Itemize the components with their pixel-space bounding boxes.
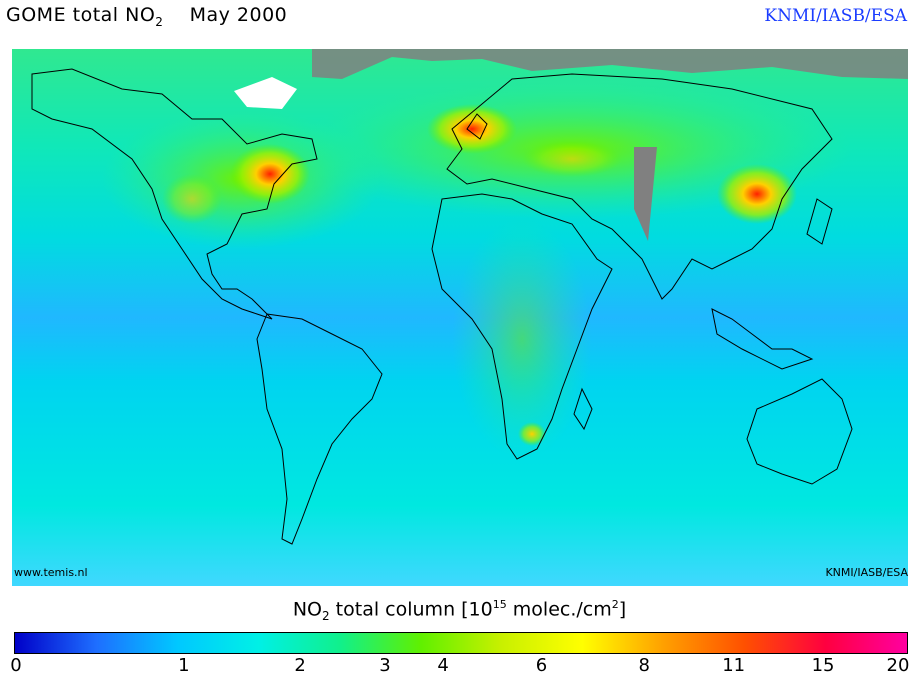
legend-title-exp2: 2 (611, 598, 619, 611)
title-prefix: GOME total NO (6, 4, 156, 26)
hotspot-east-china (717, 164, 797, 224)
africa-field (452, 219, 592, 459)
color-scale-tick-label: 4 (437, 655, 449, 676)
coastlines (31, 68, 853, 545)
no-data-white (234, 77, 297, 109)
hotspot-south-africa (518, 422, 546, 446)
no-data-north (12, 49, 908, 79)
title-date: May 2000 (189, 4, 288, 26)
color-scale-bar (14, 632, 908, 654)
legend-title-sub: 2 (322, 609, 330, 624)
legend-title-prefix: NO (292, 598, 322, 621)
color-scale-tick-label: 8 (638, 655, 650, 676)
color-scale-tick-label: 6 (535, 655, 548, 676)
color-scale-tick-label: 3 (379, 655, 391, 676)
map-title: GOME total NO2 May 2000 (6, 4, 287, 29)
color-scale-tick-label: 20 (886, 655, 910, 676)
warm-middle-east (522, 141, 622, 177)
hotspot-east-usa (230, 144, 310, 204)
warm-west-usa (162, 174, 222, 224)
credit-label: KNMI/IASB/ESA (764, 6, 907, 26)
legend-title-mid2: molec./cm (506, 598, 612, 621)
color-scale-tick-label: 0 (10, 655, 22, 676)
legend-title-end: ] (618, 598, 627, 621)
legend-title-exp1: 15 (492, 598, 507, 611)
map-canvas (12, 49, 908, 586)
watermark-url: www.temis.nl (14, 566, 88, 579)
legend-title-mid: total column [10 (329, 598, 493, 621)
world-map[interactable] (12, 49, 908, 586)
no-data-tibet (634, 147, 657, 241)
color-scale-tick-label: 11 (722, 655, 746, 676)
color-scale-tick-label: 15 (811, 655, 835, 676)
legend-title: NO2 total column [1015 molec./cm2] (0, 598, 919, 623)
title-subscript: 2 (155, 14, 164, 29)
color-scale-tick-label: 2 (294, 655, 306, 676)
hotspot-europe (427, 104, 517, 154)
watermark-credit: KNMI/IASB/ESA (825, 566, 908, 579)
color-scale-tick-label: 1 (178, 655, 190, 676)
